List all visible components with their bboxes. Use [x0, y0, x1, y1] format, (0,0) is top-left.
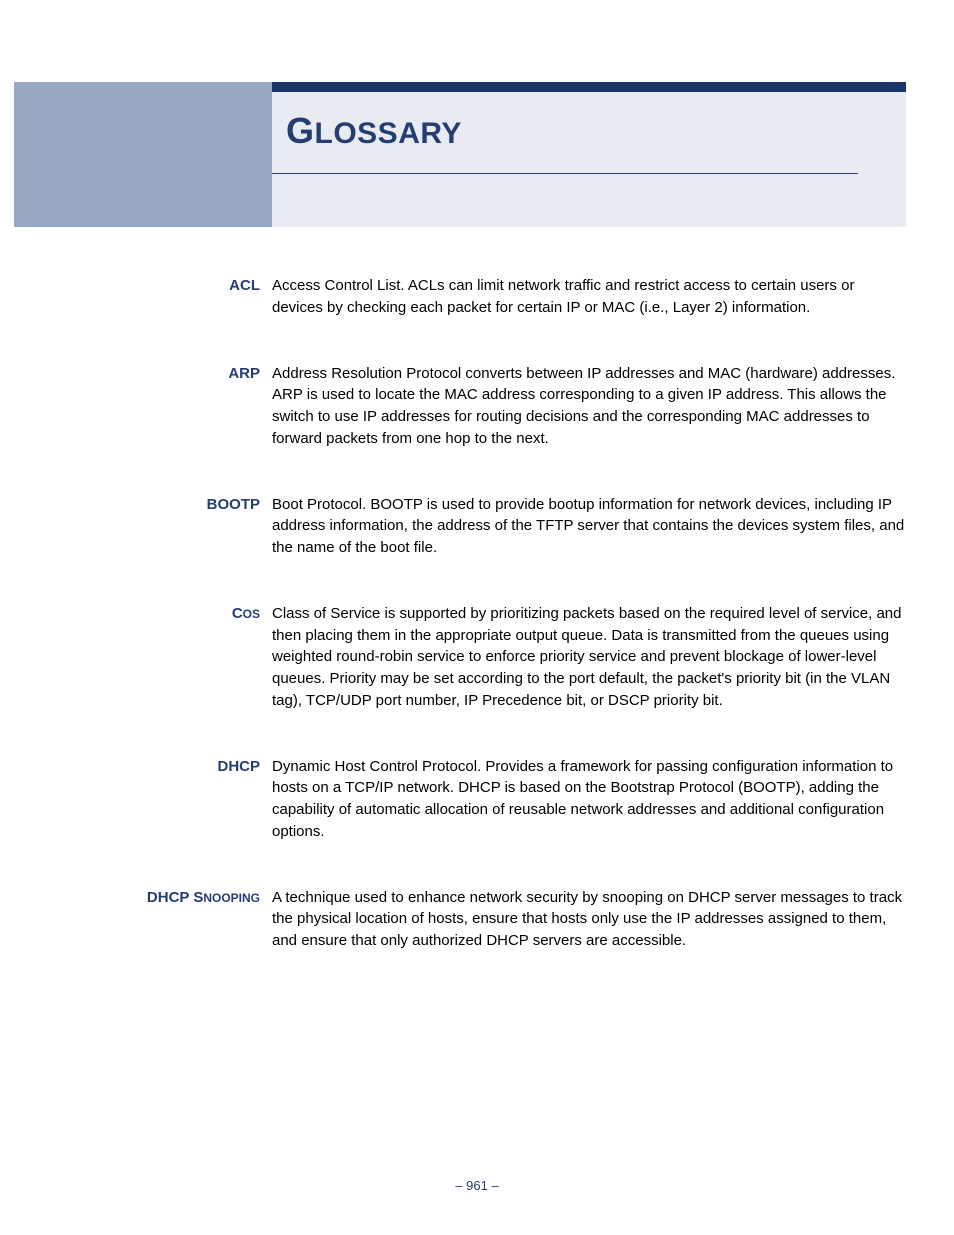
glossary-content: ACL Access Control List. ACLs can limit …: [0, 275, 954, 996]
glossary-entry: BOOTP Boot Protocol. BOOTP is used to pr…: [0, 494, 906, 559]
glossary-term: BOOTP: [0, 494, 272, 559]
glossary-definition: Class of Service is supported by priorit…: [272, 603, 906, 712]
title-first-letter: G: [286, 110, 315, 151]
glossary-definition: Address Resolution Protocol converts bet…: [272, 363, 906, 450]
glossary-entry: DHCP SNOOPING A technique used to enhanc…: [0, 887, 906, 952]
glossary-definition: Access Control List. ACLs can limit netw…: [272, 275, 906, 319]
glossary-term: ACL: [0, 275, 272, 319]
glossary-entry: ACL Access Control List. ACLs can limit …: [0, 275, 906, 319]
glossary-entry: DHCP Dynamic Host Control Protocol. Prov…: [0, 756, 906, 843]
glossary-term: COS: [0, 603, 272, 712]
glossary-definition: A technique used to enhance network secu…: [272, 887, 906, 952]
glossary-term: ARP: [0, 363, 272, 450]
glossary-entry: COS Class of Service is supported by pri…: [0, 603, 906, 712]
glossary-entry: ARP Address Resolution Protocol converts…: [0, 363, 906, 450]
title-rest: LOSSARY: [315, 117, 462, 150]
glossary-definition: Boot Protocol. BOOTP is used to provide …: [272, 494, 906, 559]
header-region: GLOSSARY: [0, 82, 906, 227]
page-title: GLOSSARY: [286, 117, 462, 150]
glossary-definition: Dynamic Host Control Protocol. Provides …: [272, 756, 906, 843]
title-area: GLOSSARY: [272, 92, 906, 227]
page-number: – 961 –: [0, 1178, 954, 1193]
header-sidebar-box: [14, 82, 272, 227]
glossary-term: DHCP: [0, 756, 272, 843]
header-rule: [272, 173, 858, 174]
glossary-term: DHCP SNOOPING: [0, 887, 272, 952]
